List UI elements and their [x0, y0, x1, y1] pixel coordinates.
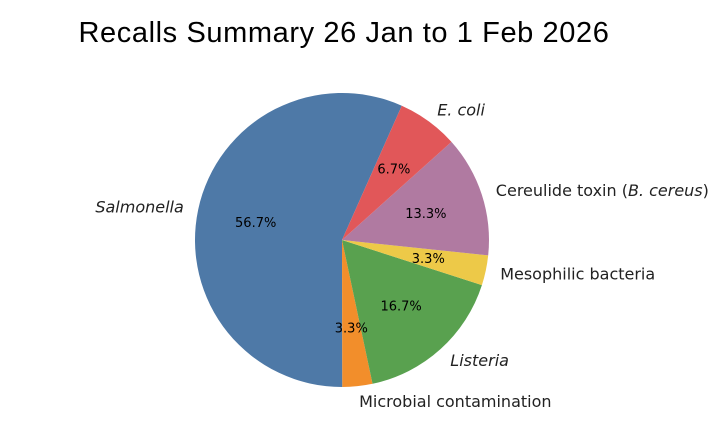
slice-percent-label: 3.3% [412, 252, 445, 267]
slice-category-label: Mesophilic bacteria [500, 265, 655, 284]
slice-category-label: Salmonella [95, 198, 183, 217]
pie-slice-mesophilic-bacteria [342, 240, 489, 286]
slice-percent-label: 56.7% [235, 216, 276, 231]
pie-slice-microbial-contamination [342, 240, 373, 387]
chart-title: Recalls Summary 26 Jan to 1 Feb 2026 [79, 17, 610, 49]
slice-percent-label: 16.7% [380, 300, 421, 315]
pie-slices [194, 93, 489, 388]
slice-category-label: Cereulide toxin (B. cereus) [496, 181, 709, 200]
slice-percent-label: 13.3% [405, 207, 446, 222]
slice-category-label: Listeria [450, 351, 509, 370]
pie-labels: 56.7% Salmonella 3.3% Microbial contaminati… [95, 100, 709, 411]
slice-percent-label: 6.7% [377, 163, 410, 178]
slice-category-label: E. coli [437, 100, 485, 119]
slice-category-label: Microbial contamination [359, 392, 551, 411]
pie-slice-cereulide-toxin-b-cereus [342, 141, 489, 256]
slice-percent-label: 3.3% [335, 322, 368, 337]
pie-slice-e-coli [342, 105, 452, 241]
pie-slice-salmonella [194, 93, 402, 388]
pie-slice-listeria [342, 240, 482, 384]
